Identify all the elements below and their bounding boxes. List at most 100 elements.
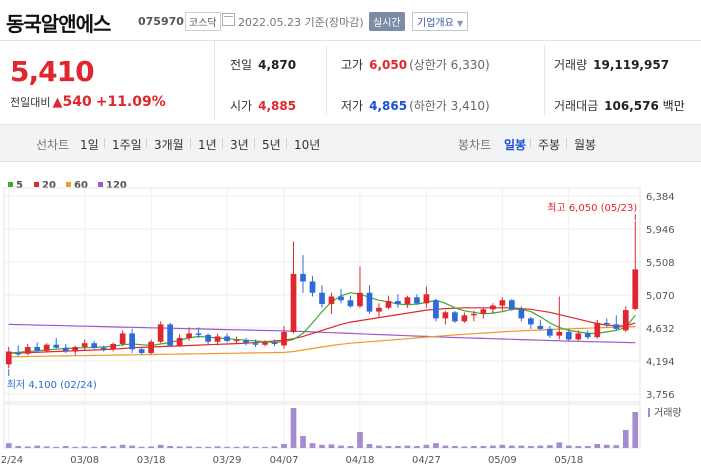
candle [100,347,107,350]
candle [252,343,259,345]
volume-bar [53,446,60,448]
candle [347,300,354,307]
volume-bar [433,443,439,448]
legend-ma20: 20 [34,180,56,191]
candle [357,292,363,307]
volume-legend-mark [648,408,650,417]
candle [81,343,88,347]
tab-daily[interactable]: 일봉 [504,138,527,152]
divider [222,138,223,148]
divider [104,138,105,148]
change-label: 전일대비 [10,96,51,109]
stat-trade-value: 거래대금 106,576 백만 [554,99,685,113]
company-info-dropdown[interactable]: 기업개요 ▼ [412,12,469,31]
candle [404,297,411,305]
candle [309,281,316,293]
candle [34,346,41,351]
candle [509,300,515,310]
candle [527,318,534,325]
candle [537,325,544,329]
volume-bar [300,436,306,448]
volume-bar [205,446,211,448]
volume-bar [395,446,401,448]
divider [146,138,147,148]
x-tick-label: 04/27 [412,455,441,466]
candle [53,344,60,348]
y-tick-label: 6,384 [646,192,675,203]
divider [254,138,255,148]
volume-bar [309,443,316,448]
tab-10y[interactable]: 10년 [294,138,321,152]
volume-bar [43,446,50,448]
divider [326,45,327,115]
quote-date: 2022.05.23 기준(장마감) [238,16,364,29]
volume-bar [281,444,287,448]
x-tick-label: 04/07 [270,455,299,466]
candle [186,333,192,338]
volume-bar [452,446,458,448]
candle [565,331,572,340]
x-tick-label: 02/24 [0,455,23,466]
candle [157,324,164,342]
stat-low: 저가 4,865 (하한가 3,410) [341,99,490,113]
candle [328,296,335,305]
volume-bar [129,445,135,448]
low-annotation: 최저 4,100 (02/24) [7,379,97,391]
volume-bar [509,445,515,448]
tab-line-chart[interactable]: 선차트 [36,138,70,152]
candle [148,341,154,354]
tab-1y[interactable]: 1년 [198,138,217,152]
volume-bar [195,446,202,448]
volume-bar [480,446,487,448]
candle [138,349,145,354]
calendar-icon [222,13,235,26]
volume-bar [81,446,88,448]
candle [129,333,135,350]
y-tick-label: 5,070 [646,291,675,302]
divider [286,138,287,148]
stat-volume: 거래량 19,119,957 [554,58,670,72]
volume-bar [613,445,620,448]
volume-bar [490,445,496,448]
candle [518,309,525,319]
tab-5y[interactable]: 5년 [262,138,281,152]
up-arrow-icon: ▲ [52,95,63,110]
candle [24,346,31,354]
candle [300,273,306,282]
candle [290,273,297,332]
candle [594,322,601,338]
volume-bar [603,444,610,448]
candle [603,322,610,325]
ma60-line [8,326,636,358]
volume-bar [556,442,563,448]
tab-3y[interactable]: 3년 [230,138,249,152]
high-annotation: 최고 6,050 (05/23) [547,202,637,214]
volume-bar [5,443,12,448]
volume-bar [119,444,126,448]
divider [544,45,545,115]
ma120-line [8,323,636,344]
tab-1w[interactable]: 1주일 [112,138,142,152]
market-badge: 코스닥 [185,12,221,31]
volume-bar [62,446,69,448]
candle [433,300,439,319]
tab-candle-chart[interactable]: 봉차트 [458,138,492,152]
volume-bar [357,432,363,448]
company-name[interactable]: 동국알앤에스 [6,12,111,36]
volume-bar [271,446,278,448]
tab-weekly[interactable]: 주봉 [538,138,561,152]
realtime-button[interactable]: 실시간 [369,12,405,31]
tab-3m[interactable]: 3개월 [154,138,184,152]
tab-1d[interactable]: 1일 [80,138,99,152]
tab-monthly[interactable]: 월봉 [574,138,597,152]
x-tick-label: 03/18 [137,455,166,466]
volume-bar [328,444,335,448]
divider [566,138,567,148]
change-amount: 540 [62,94,92,110]
volume-bar [594,444,601,448]
candle [423,294,430,304]
volume-bar [233,446,240,448]
volume-bar [157,444,164,448]
volume-bar [471,446,477,448]
